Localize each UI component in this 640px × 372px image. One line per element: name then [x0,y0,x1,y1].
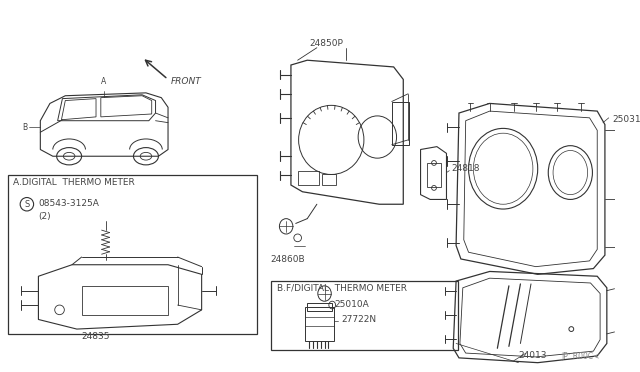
Text: FRONT: FRONT [171,77,202,87]
Bar [322,173,336,185]
Text: 24835: 24835 [82,332,110,341]
Text: B: B [22,123,27,132]
Text: A.DIGITAL  THERMO METER: A.DIGITAL THERMO METER [13,178,135,187]
Text: 24818: 24818 [451,164,480,173]
Bar [271,281,458,350]
Text: 24860B: 24860B [271,255,305,264]
Bar [307,303,332,311]
Text: JP: R00C<: JP: R00C< [562,352,600,361]
Bar [298,171,319,185]
Text: 08543-3125A: 08543-3125A [38,199,99,208]
Text: 24850P: 24850P [310,39,344,48]
Text: 25010A: 25010A [334,300,369,309]
Text: (2): (2) [38,212,51,221]
Bar [428,163,441,187]
Text: 25031: 25031 [612,115,640,124]
Text: 24013: 24013 [518,351,547,360]
Text: B.F/DIGITAL  THERMO METER: B.F/DIGITAL THERMO METER [276,284,406,293]
Bar [392,102,409,145]
Text: S: S [24,200,29,209]
Text: A: A [101,77,106,86]
Bar [8,176,257,334]
Bar [305,307,334,341]
Text: 27722N: 27722N [342,315,377,324]
Bar [82,286,168,315]
